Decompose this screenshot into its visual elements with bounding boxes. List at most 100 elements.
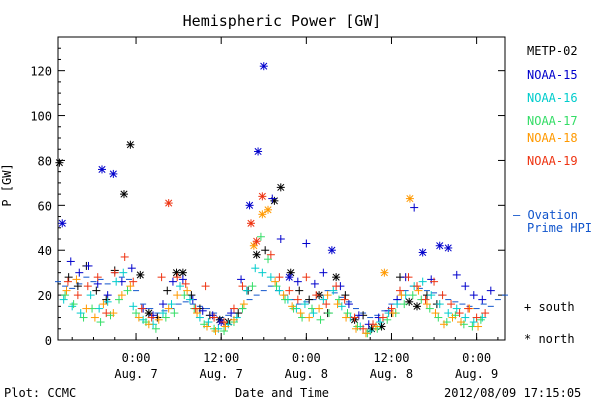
point-noaa-16-south bbox=[242, 286, 251, 295]
point-metp-02-south bbox=[73, 282, 82, 291]
plot-credit: Plot: CCMC bbox=[4, 386, 76, 400]
x-tick-date: Aug. 7 bbox=[200, 367, 243, 381]
legend-ovation-line1: — Ovation bbox=[513, 208, 578, 222]
x-tick-date: Aug. 9 bbox=[455, 367, 498, 381]
y-axis-label: P [GW] bbox=[0, 163, 14, 206]
point-noaa-16-south bbox=[275, 286, 284, 295]
point-noaa-16-south bbox=[95, 304, 104, 313]
point-noaa-18-south bbox=[457, 318, 466, 327]
point-noaa-15-south bbox=[410, 203, 419, 212]
point-noaa-18-south bbox=[279, 291, 288, 300]
point-noaa-19-south bbox=[93, 273, 102, 282]
point-noaa-18-north bbox=[405, 194, 414, 203]
point-noaa-15-south bbox=[84, 261, 93, 270]
point-noaa-17-south bbox=[220, 327, 229, 336]
point-noaa-15-north bbox=[327, 246, 336, 255]
legend-entry-noaa-19: NOAA-19 bbox=[527, 154, 578, 168]
point-noaa-19-south bbox=[481, 309, 490, 318]
chart-title: Hemispheric Power [GW] bbox=[183, 12, 382, 30]
point-noaa-18-south bbox=[388, 309, 397, 318]
point-metp-02-south bbox=[92, 286, 101, 295]
x-tick-date: Aug. 8 bbox=[370, 367, 413, 381]
point-noaa-17-south bbox=[325, 309, 334, 318]
point-noaa-15-north bbox=[97, 165, 106, 174]
point-noaa-19-north bbox=[252, 237, 261, 246]
point-noaa-19-south bbox=[293, 295, 302, 304]
point-noaa-17-south bbox=[308, 304, 317, 313]
point-noaa-17-south bbox=[210, 324, 219, 333]
legend-south: + south bbox=[524, 300, 575, 314]
legend-north: * north bbox=[524, 332, 575, 346]
point-noaa-16-south bbox=[251, 264, 260, 273]
point-noaa-15-south bbox=[310, 279, 319, 288]
point-noaa-15-south bbox=[354, 311, 363, 320]
point-noaa-19-south bbox=[430, 277, 439, 286]
point-noaa-16-south bbox=[176, 282, 185, 291]
point-noaa-15-south bbox=[302, 239, 311, 248]
point-noaa-16-south bbox=[435, 300, 444, 309]
point-noaa-18-south bbox=[342, 313, 351, 322]
point-noaa-15-south bbox=[469, 291, 478, 300]
point-noaa-16-south bbox=[112, 277, 121, 286]
point-metp-02-north bbox=[252, 250, 261, 259]
point-noaa-19-south bbox=[266, 250, 275, 259]
x-tick-time: 0:00 bbox=[122, 351, 151, 365]
point-metp-02-south bbox=[187, 291, 196, 300]
point-noaa-16-south bbox=[266, 273, 275, 282]
point-metp-02-south bbox=[64, 273, 73, 282]
point-noaa-16-south bbox=[319, 295, 328, 304]
point-noaa-15-south bbox=[168, 277, 177, 286]
point-noaa-18-south bbox=[90, 313, 99, 322]
point-noaa-19-south bbox=[110, 268, 119, 277]
point-noaa-19-north bbox=[246, 219, 255, 228]
point-noaa-19-north bbox=[164, 199, 173, 208]
point-noaa-18-south bbox=[448, 313, 457, 322]
point-noaa-19-south bbox=[369, 320, 378, 329]
point-noaa-19-south bbox=[173, 273, 182, 282]
point-noaa-15-north bbox=[259, 62, 268, 71]
point-noaa-17-south bbox=[256, 232, 265, 241]
point-noaa-19-south bbox=[395, 286, 404, 295]
legend-ovation-line2: Prime HPI bbox=[527, 221, 592, 235]
data-points bbox=[55, 62, 495, 338]
y-tick-label: 80 bbox=[38, 154, 52, 168]
legend-entry-noaa-16: NOAA-16 bbox=[527, 91, 578, 105]
point-metp-02-north bbox=[405, 297, 414, 306]
point-noaa-19-south bbox=[413, 282, 422, 291]
y-ticks: 0 20 40 60 80 100 120 bbox=[30, 47, 505, 348]
point-noaa-19-south bbox=[312, 291, 321, 300]
point-metp-02-north bbox=[126, 140, 135, 149]
point-noaa-15-south bbox=[293, 277, 302, 286]
point-noaa-18-south bbox=[164, 304, 173, 313]
point-noaa-19-south bbox=[157, 273, 166, 282]
point-noaa-18-south bbox=[397, 291, 406, 300]
point-noaa-18-south bbox=[117, 291, 126, 300]
point-noaa-15-south bbox=[227, 309, 236, 318]
point-noaa-16-south bbox=[119, 268, 128, 277]
point-noaa-18-south bbox=[288, 302, 297, 311]
point-noaa-15-south bbox=[103, 291, 112, 300]
point-noaa-17-south bbox=[180, 291, 189, 300]
point-noaa-18-south bbox=[296, 309, 305, 318]
legend-entry-noaa-15: NOAA-15 bbox=[527, 68, 578, 82]
point-noaa-17-south bbox=[132, 309, 141, 318]
point-noaa-18-south bbox=[211, 327, 220, 336]
point-noaa-15-south bbox=[149, 311, 158, 320]
point-noaa-19-south bbox=[137, 304, 146, 313]
point-noaa-17-south bbox=[264, 255, 273, 264]
point-noaa-17-south bbox=[408, 291, 417, 300]
point-noaa-15-south bbox=[486, 286, 495, 295]
point-noaa-17-south bbox=[248, 282, 257, 291]
point-noaa-15-south bbox=[461, 282, 470, 291]
point-noaa-15-south bbox=[93, 279, 102, 288]
point-noaa-18-south bbox=[154, 315, 163, 324]
point-noaa-19-south bbox=[201, 282, 210, 291]
point-noaa-16-south bbox=[300, 300, 309, 309]
point-noaa-18-south bbox=[221, 322, 230, 331]
point-noaa-15-north bbox=[254, 147, 263, 156]
point-noaa-15-north bbox=[418, 248, 427, 257]
point-noaa-19-south bbox=[340, 295, 349, 304]
point-metp-02-north bbox=[55, 158, 64, 167]
point-noaa-19-south bbox=[322, 300, 331, 309]
